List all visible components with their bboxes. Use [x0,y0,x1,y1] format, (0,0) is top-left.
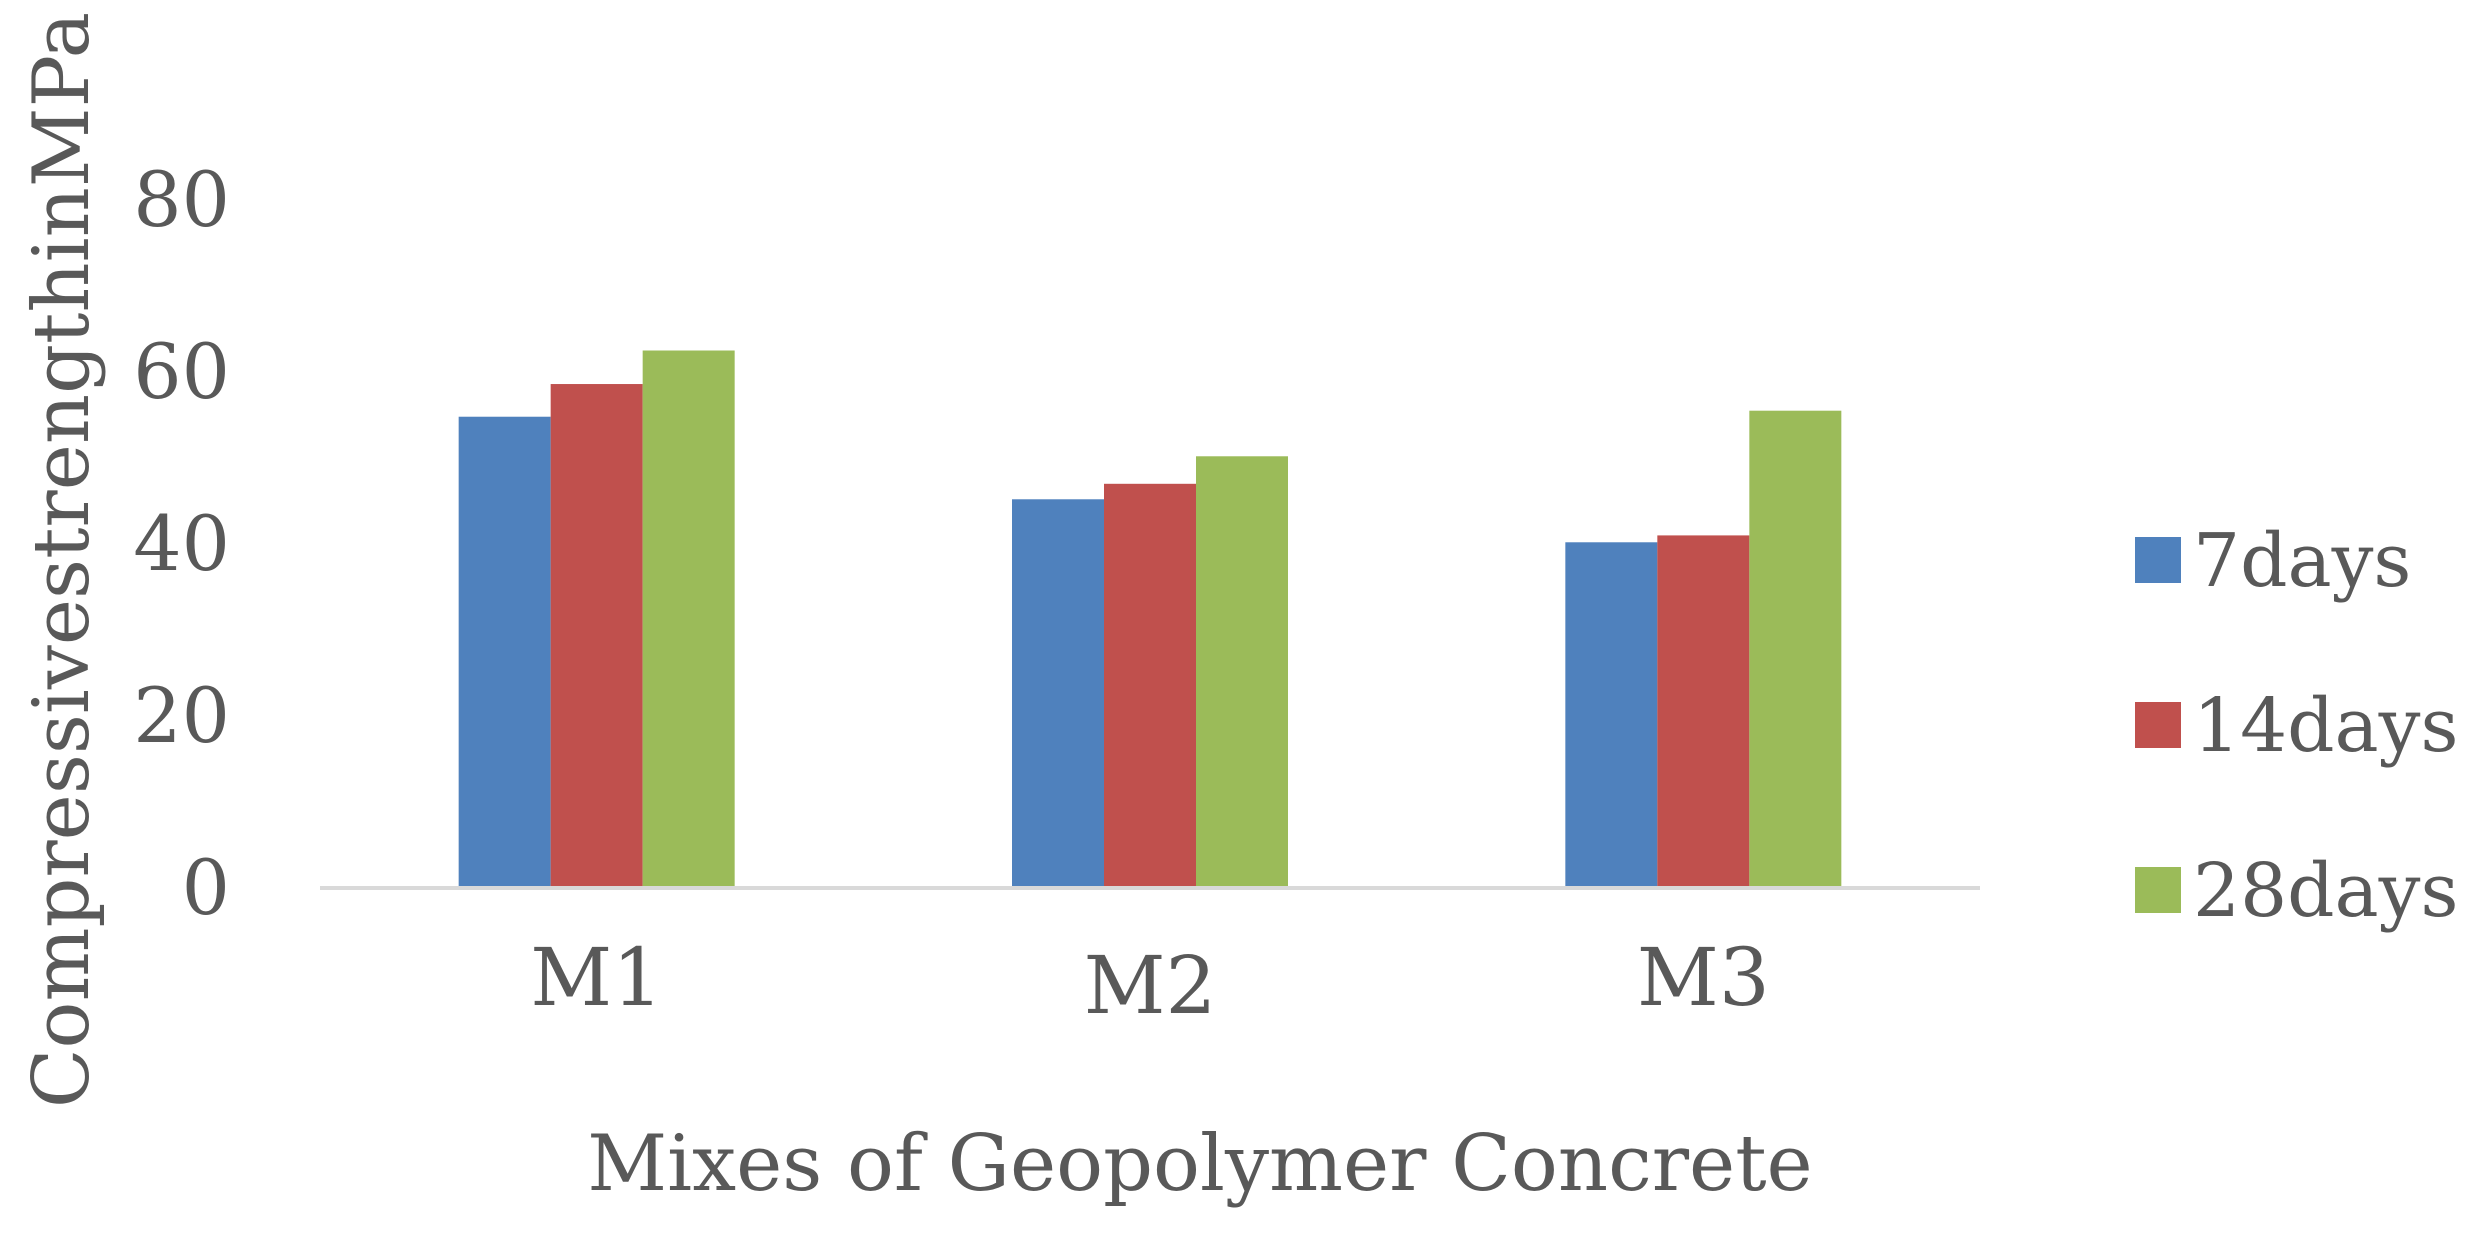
legend-swatch-7days [2135,537,2181,583]
legend-label-7days: 7days [2193,518,2411,604]
bar-m3-28days [1749,410,1842,888]
y-tick-label-80: 80 [133,155,230,244]
x-axis-title: Mixes of Geopolymer Concrete [587,1119,1812,1209]
legend-swatch-28days [2135,867,2181,913]
y-tick-label-0: 0 [182,843,230,932]
y-axis-title: CompressivestrengthinMPa [17,12,107,1108]
x-tick-label-m2: M2 [1084,939,1217,1032]
bar-m1-28days [642,350,735,888]
bar-m2-14days [1104,483,1196,888]
y-tick-label-20: 20 [133,671,230,760]
legend-swatch-14days [2135,702,2181,748]
bar-m1-7days [458,416,551,888]
y-tick-label-40: 40 [133,499,230,588]
legend-label-28days: 28days [2193,848,2458,934]
bar-m2-7days [1012,499,1104,888]
y-tick-label-60: 60 [133,327,230,416]
x-tick-label-m3: M3 [1637,931,1770,1024]
legend-label-14days: 14days [2193,683,2458,769]
legend: 7days 14days 28days [2135,518,2458,934]
x-tick-label-m1: M1 [530,931,663,1024]
bar-m3-14days [1657,535,1750,888]
bar-m1-14days [550,384,643,888]
plot-area: 0 20 40 60 80 M1 M2 M3 [133,155,1980,1032]
bar-m2-28days [1196,456,1288,888]
bar-m3-7days [1565,542,1658,888]
